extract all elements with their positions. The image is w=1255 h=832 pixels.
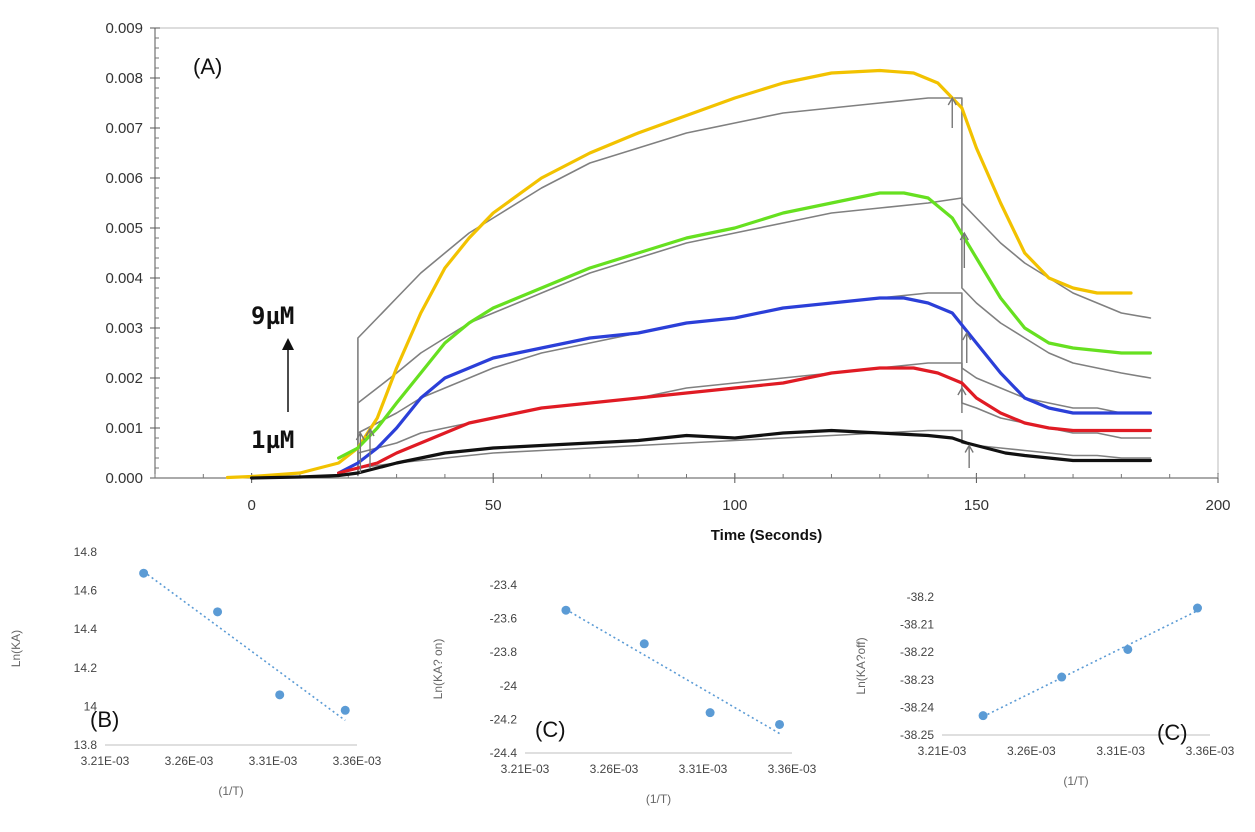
sensorgram-series-line <box>337 191 1153 460</box>
data-point <box>561 605 571 615</box>
y-tick-label: 0.005 <box>105 220 143 237</box>
scatter-x-tick-label: 3.36E-03 <box>768 762 817 776</box>
scatter-y-tick-label: -24 <box>500 679 518 693</box>
data-point <box>213 607 223 617</box>
scatter-x-tick-label: 3.31E-03 <box>679 762 728 776</box>
panel-label-a: (A) <box>193 54 222 79</box>
x-tick-label: 50 <box>485 497 502 514</box>
data-point <box>1123 644 1133 654</box>
sensorgram-series-line <box>250 428 1153 480</box>
scatter-y-tick-label: 14.2 <box>74 661 98 675</box>
x-tick-label: 100 <box>722 497 747 514</box>
y-tick-label: 0.003 <box>105 320 143 337</box>
data-point <box>1192 603 1202 613</box>
scatter-y-tick-label: -23.8 <box>490 645 518 659</box>
scatter-y-tick-label: -23.6 <box>490 612 518 626</box>
scatter-y-tick-label: -24.2 <box>490 712 518 726</box>
scatter-x-axis-title: (1/T) <box>646 792 671 806</box>
x-tick-label: 200 <box>1205 497 1230 514</box>
y-tick-label: 0.004 <box>105 270 143 287</box>
sensorgram-series-line <box>225 68 1133 480</box>
fit-curve-line <box>357 429 1152 477</box>
data-point <box>340 705 350 715</box>
scatter-x-tick-label: 3.26E-03 <box>590 762 639 776</box>
x-axis-title: Time (Seconds) <box>711 527 822 544</box>
scatter-y-tick-label: 14.6 <box>74 584 98 598</box>
data-point <box>1057 672 1067 682</box>
panel-scatter-3: -38.25 -38.24 -38.23 -38.22 -38.21 -38.2 3.21E… <box>854 590 1235 788</box>
scatter-y-tick-label: 14.4 <box>74 622 98 636</box>
scatter-y-axis-title: Ln(KA?off) <box>854 637 868 694</box>
panel-label-1: (B) <box>90 707 119 732</box>
fit-curve-line <box>357 97 1152 474</box>
panel-label-3: (C) <box>1157 720 1188 745</box>
x-tick-label: 0 <box>247 497 255 514</box>
y-tick-label: 0.009 <box>105 20 143 37</box>
scatter-y-tick-label: 14.8 <box>74 545 98 559</box>
scatter-x-tick-label: 3.26E-03 <box>165 754 214 768</box>
data-point <box>139 568 149 578</box>
data-point <box>978 711 988 721</box>
scatter-x-tick-label: 3.36E-03 <box>1186 744 1235 758</box>
y-tick-label: 0.007 <box>105 120 143 137</box>
y-tick-label: 0.002 <box>105 370 143 387</box>
scatter-x-tick-label: 3.21E-03 <box>501 762 550 776</box>
scatter-y-tick-label: -24.4 <box>490 746 518 760</box>
scatter-x-axis-title: (1/T) <box>1063 774 1088 788</box>
scatter-y-axis-title: Ln(KA? on) <box>431 639 445 700</box>
data-point <box>705 708 715 718</box>
scatter-y-tick-label: -38.2 <box>907 590 935 604</box>
y-tick-label: 0.001 <box>105 420 143 437</box>
scatter-y-tick-label: -38.22 <box>900 645 934 659</box>
fit-curve-line <box>357 197 1152 474</box>
sensorgram-series-line <box>337 366 1153 475</box>
scatter-x-tick-label: 3.21E-03 <box>918 744 967 758</box>
scatter-y-tick-label: -38.24 <box>900 700 934 714</box>
panel-a: 0.000 0.001 0.002 0.003 0.004 0.005 0.006 0.007… <box>105 20 1230 544</box>
trendline <box>143 570 346 722</box>
panel-label-2: (C) <box>535 717 566 742</box>
panel-scatter-1: 13.8 14 14.2 14.4 14.6 14.8 3.21E-03 3.26E-03 3.… <box>9 545 382 798</box>
dissociation-arrow-head <box>947 96 957 106</box>
scatter-x-tick-label: 3.21E-03 <box>81 754 130 768</box>
scatter-x-tick-label: 3.31E-03 <box>249 754 298 768</box>
scatter-y-tick-label: -23.4 <box>490 578 518 592</box>
dissociation-arrow-head <box>964 444 974 453</box>
concentration-arrow-head <box>282 338 294 350</box>
injection-start-arrow-2-head <box>355 431 365 441</box>
dissociation-arrow-head <box>962 331 972 341</box>
scatter-y-tick-label: 14 <box>84 699 98 713</box>
data-point <box>775 719 785 729</box>
scatter-x-tick-label: 3.31E-03 <box>1096 744 1145 758</box>
y-tick-label: 0.000 <box>105 470 143 487</box>
trendline <box>565 608 780 735</box>
scatter-y-tick-label: 13.8 <box>74 738 98 752</box>
injection-start-arrow-head <box>365 427 375 437</box>
dissociation-arrow-head <box>959 231 969 241</box>
scatter-x-tick-label: 3.36E-03 <box>333 754 382 768</box>
sensorgram-series-line <box>337 296 1153 475</box>
scatter-y-tick-label: -38.21 <box>900 618 934 632</box>
scatter-y-tick-label: -38.23 <box>900 673 934 687</box>
data-point <box>639 639 649 649</box>
dissociation-arrow-head <box>957 386 967 396</box>
y-tick-label: 0.008 <box>105 70 143 87</box>
scatter-y-tick-label: -38.25 <box>900 728 934 742</box>
concentration-high-label: 9µM <box>251 302 294 330</box>
concentration-low-label: 1µM <box>251 426 294 454</box>
y-tick-label: 0.006 <box>105 170 143 187</box>
panel-scatter-2: -24.4 -24.2 -24 -23.8 -23.6 -23.4 3.21E-03 3.26… <box>431 578 817 806</box>
trendline <box>982 609 1198 718</box>
scatter-y-axis-title: Ln(KA) <box>9 630 23 667</box>
data-point <box>275 690 285 700</box>
scatter-x-axis-title: (1/T) <box>218 784 243 798</box>
x-tick-label: 150 <box>964 497 989 514</box>
scatter-x-tick-label: 3.26E-03 <box>1007 744 1056 758</box>
